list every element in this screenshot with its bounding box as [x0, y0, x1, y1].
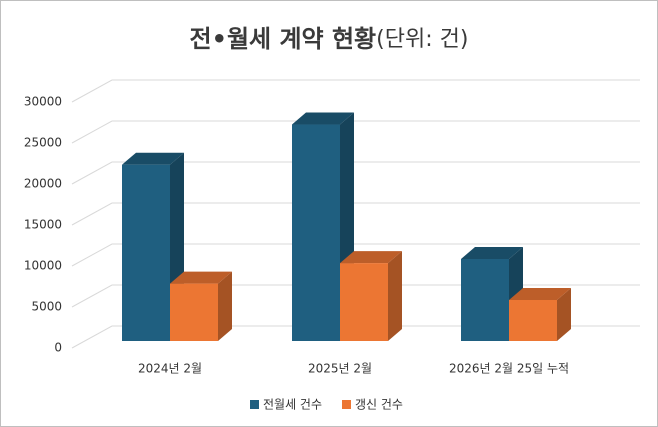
y-tick-label: 0: [54, 341, 62, 355]
grid-line: [71, 79, 640, 103]
bar-top: [340, 251, 402, 264]
grid-line: [71, 202, 640, 226]
bar: [292, 112, 354, 342]
legend-label: 갱신 건수: [355, 398, 403, 412]
bar-front: [509, 300, 557, 341]
chart-title: 전•월세 계약 현황(단위: 건): [190, 25, 469, 53]
bar-top: [509, 288, 571, 300]
bar-side: [388, 251, 402, 341]
bar-front: [340, 263, 388, 341]
title-unit: (단위: 건): [376, 27, 468, 52]
bar-front: [292, 124, 340, 342]
bar-top: [292, 112, 354, 125]
bar: [509, 288, 571, 341]
x-tick-label: 2024년 2월: [138, 362, 202, 376]
bar: [340, 251, 402, 341]
y-tick-label: 25000: [24, 136, 62, 150]
bar-top: [461, 247, 523, 259]
bar: [170, 271, 232, 341]
y-tick-label: 30000: [24, 95, 62, 109]
bar-front: [122, 164, 170, 341]
bar-front: [461, 259, 509, 341]
legend-label: 전월세 건수: [263, 398, 322, 412]
y-tick-label: 20000: [24, 177, 62, 191]
legend-swatch: [250, 400, 259, 409]
title-main: 전•월세 계약 현황: [190, 25, 377, 53]
legend-swatch: [342, 400, 351, 409]
x-tick-label: 2025년 2월: [308, 362, 372, 376]
bar-side: [557, 288, 571, 341]
x-tick-label: 2026년 2월 25일 누적: [449, 362, 569, 376]
bar-side: [218, 271, 232, 341]
y-tick-label: 5000: [31, 300, 62, 314]
y-tick-label: 15000: [24, 218, 62, 232]
grid-line: [71, 243, 640, 267]
bar-top: [170, 271, 232, 284]
grid-line: [71, 120, 640, 144]
grid-line: [71, 161, 640, 185]
y-tick-label: 10000: [24, 259, 62, 273]
bar-front: [170, 283, 218, 341]
bar-top: [122, 152, 184, 165]
